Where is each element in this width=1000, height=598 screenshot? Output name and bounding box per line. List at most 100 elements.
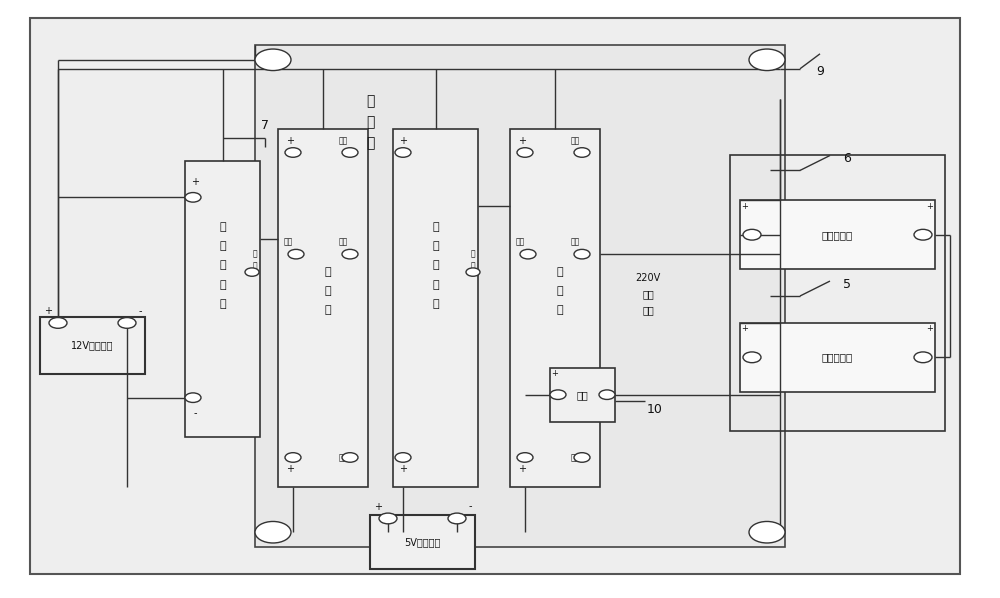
Circle shape <box>118 318 136 328</box>
Text: 器: 器 <box>557 306 563 315</box>
Text: 电: 电 <box>325 286 331 296</box>
Bar <box>278 129 368 487</box>
Text: 公共: 公共 <box>338 237 348 247</box>
Text: 度: 度 <box>432 242 439 251</box>
Text: 220V: 220V <box>635 273 661 283</box>
Text: +: + <box>518 136 526 145</box>
Text: 器: 器 <box>325 306 331 315</box>
Circle shape <box>245 268 259 276</box>
Circle shape <box>342 249 358 259</box>
Text: 感: 感 <box>432 280 439 289</box>
Text: 触发: 触发 <box>515 237 525 247</box>
Text: 插座: 插座 <box>577 390 588 399</box>
Circle shape <box>285 453 301 462</box>
Text: +: + <box>926 324 933 334</box>
Text: 5: 5 <box>844 277 852 291</box>
Text: 传: 传 <box>219 261 226 270</box>
Circle shape <box>288 249 304 259</box>
Text: 出: 出 <box>253 261 257 271</box>
Text: -: - <box>468 502 472 511</box>
Text: +: + <box>742 324 748 334</box>
Circle shape <box>914 229 932 240</box>
Text: 雨: 雨 <box>219 222 226 232</box>
Circle shape <box>255 521 291 543</box>
Circle shape <box>574 148 590 157</box>
Text: 维: 维 <box>557 267 563 277</box>
Text: +: + <box>518 465 526 474</box>
Bar <box>185 161 260 437</box>
Text: 路: 路 <box>366 115 374 130</box>
Text: 量: 量 <box>219 242 226 251</box>
Text: +: + <box>191 178 199 187</box>
Text: 出: 出 <box>471 261 475 271</box>
Circle shape <box>49 318 67 328</box>
Bar <box>730 155 945 431</box>
Circle shape <box>185 393 201 402</box>
Text: 9: 9 <box>816 65 824 78</box>
Bar <box>255 45 785 547</box>
Circle shape <box>342 148 358 157</box>
Text: 输: 输 <box>253 249 257 259</box>
Text: 常开: 常开 <box>570 453 580 462</box>
Circle shape <box>466 268 480 276</box>
Text: 传: 传 <box>432 261 439 270</box>
Text: +: + <box>926 202 933 211</box>
Bar <box>370 515 475 569</box>
Circle shape <box>395 148 411 157</box>
Text: 交流: 交流 <box>642 289 654 299</box>
Bar <box>740 323 935 392</box>
Text: 电源: 电源 <box>642 306 654 315</box>
Circle shape <box>914 352 932 362</box>
Text: +: + <box>399 136 407 145</box>
Text: +: + <box>374 502 382 511</box>
Text: -: - <box>193 408 197 417</box>
Circle shape <box>285 148 301 157</box>
Circle shape <box>743 229 761 240</box>
Text: 感: 感 <box>219 280 226 289</box>
Text: 7: 7 <box>261 119 269 132</box>
Circle shape <box>574 249 590 259</box>
Bar <box>740 200 935 269</box>
Text: +: + <box>742 202 748 211</box>
Text: 常开: 常开 <box>338 136 348 145</box>
Circle shape <box>743 352 761 362</box>
Bar <box>393 129 478 487</box>
Bar <box>40 317 145 374</box>
Text: 触发: 触发 <box>283 237 293 247</box>
Circle shape <box>574 453 590 462</box>
Circle shape <box>395 453 411 462</box>
Circle shape <box>517 453 533 462</box>
Text: 6: 6 <box>844 152 851 165</box>
Text: 常开电磁阀: 常开电磁阀 <box>822 230 853 240</box>
Text: 常闭: 常闭 <box>338 453 348 462</box>
Text: 盒: 盒 <box>366 136 374 151</box>
Circle shape <box>379 513 397 524</box>
Text: +: + <box>44 306 52 316</box>
Circle shape <box>749 49 785 71</box>
Circle shape <box>185 193 201 202</box>
Text: 公共: 公共 <box>570 237 580 247</box>
Text: 浊: 浊 <box>432 222 439 232</box>
Text: 器: 器 <box>432 299 439 309</box>
Circle shape <box>255 49 291 71</box>
Circle shape <box>448 513 466 524</box>
Text: -: - <box>138 306 142 316</box>
Circle shape <box>517 148 533 157</box>
Bar <box>510 129 600 487</box>
Text: 输: 输 <box>471 249 475 259</box>
Text: 10: 10 <box>647 403 663 416</box>
Text: 12V直流电源: 12V直流电源 <box>71 340 114 350</box>
Text: +: + <box>286 136 294 145</box>
Text: 常闭: 常闭 <box>570 136 580 145</box>
Text: 5V直流电源: 5V直流电源 <box>404 538 441 547</box>
Text: +: + <box>399 465 407 474</box>
Circle shape <box>550 390 566 399</box>
Circle shape <box>599 390 615 399</box>
Text: 维: 维 <box>325 267 331 277</box>
Bar <box>550 368 615 422</box>
Text: +: + <box>286 465 294 474</box>
Circle shape <box>342 453 358 462</box>
Text: +: + <box>552 369 558 379</box>
Text: 器: 器 <box>219 299 226 309</box>
Text: 电: 电 <box>366 94 374 109</box>
